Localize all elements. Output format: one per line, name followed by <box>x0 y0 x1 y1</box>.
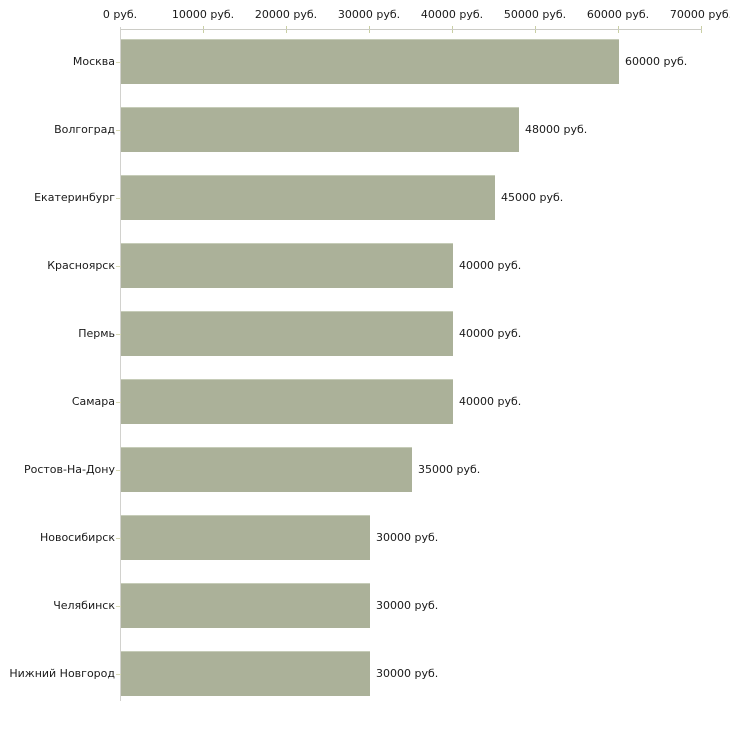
category-tick <box>116 334 121 335</box>
value-label: 45000 руб. <box>501 191 564 204</box>
x-axis-tick-label: 30000 руб. <box>337 8 401 21</box>
x-axis-tick-label: 10000 руб. <box>171 8 235 21</box>
bar <box>121 447 412 492</box>
category-tick <box>116 198 121 199</box>
category-tick <box>116 538 121 539</box>
category-tick <box>116 470 121 471</box>
value-label: 30000 руб. <box>376 531 439 544</box>
value-label: 40000 руб. <box>459 395 522 408</box>
bar <box>121 379 453 424</box>
x-axis-tick-label: 60000 руб. <box>586 8 650 21</box>
category-label: Новосибирск <box>39 531 115 544</box>
category-label: Красноярск <box>47 259 115 272</box>
category-label: Пермь <box>78 327 115 340</box>
x-axis-tick-label: 50000 руб. <box>503 8 567 21</box>
bar <box>121 243 453 288</box>
value-label: 48000 руб. <box>525 123 588 136</box>
category-label: Екатеринбург <box>34 191 115 204</box>
bar <box>121 583 370 628</box>
category-label: Москва <box>72 55 115 68</box>
x-axis-tick-label: 40000 руб. <box>420 8 484 21</box>
x-axis-tick-label: 0 руб. <box>102 8 138 21</box>
category-label: Самара <box>71 395 115 408</box>
bar <box>121 39 619 84</box>
x-axis-tick-label: 20000 руб. <box>254 8 318 21</box>
value-label: 60000 руб. <box>625 55 688 68</box>
bar <box>121 175 495 220</box>
x-axis-tick-label: 70000 руб. <box>669 8 730 21</box>
category-label: Челябинск <box>53 599 115 612</box>
bar <box>121 515 370 560</box>
value-label: 35000 руб. <box>418 463 481 476</box>
bar <box>121 107 519 152</box>
y-axis-line <box>120 27 121 701</box>
category-tick <box>116 674 121 675</box>
value-label: 30000 руб. <box>376 599 439 612</box>
category-tick <box>116 130 121 131</box>
value-label: 30000 руб. <box>376 667 439 680</box>
bar <box>121 651 370 696</box>
category-label: Нижний Новгород <box>9 667 115 680</box>
category-tick <box>116 266 121 267</box>
category-label: Ростов-На-Дону <box>23 463 115 476</box>
value-label: 40000 руб. <box>459 327 522 340</box>
bar <box>121 311 453 356</box>
category-tick <box>116 62 121 63</box>
category-label: Волгоград <box>54 123 115 136</box>
category-tick <box>116 402 121 403</box>
category-tick <box>116 606 121 607</box>
x-axis-line <box>120 29 702 30</box>
value-label: 40000 руб. <box>459 259 522 272</box>
